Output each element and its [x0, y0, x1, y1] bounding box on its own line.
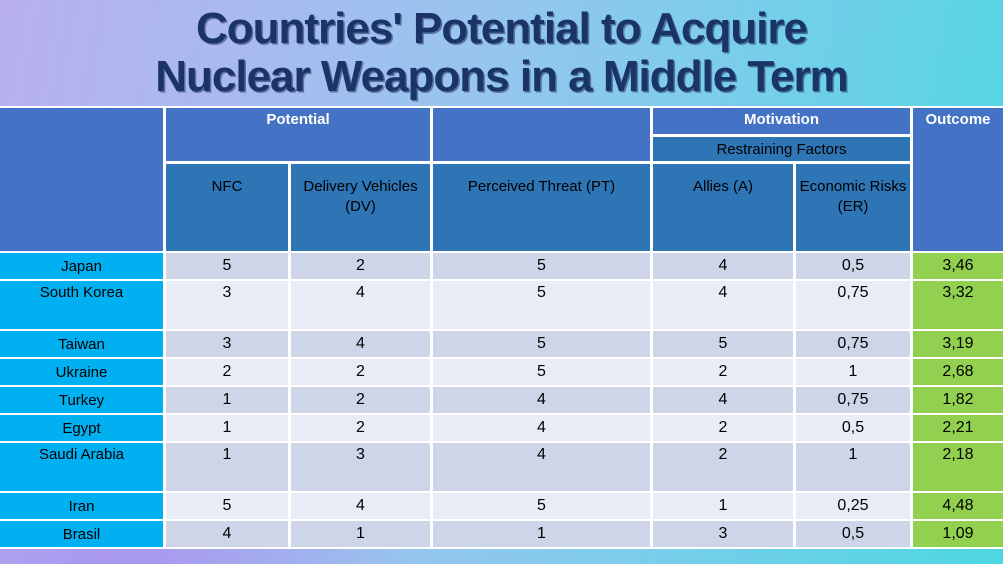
allies-value-cell: 2: [653, 415, 793, 441]
dv-value-cell: 2: [291, 253, 430, 279]
nfc-value-cell: 5: [166, 493, 288, 519]
dv-value-cell: 4: [291, 281, 430, 329]
country-cell: Saudi Arabia: [0, 443, 163, 491]
table-row: Ukraine 2 2 5 2 1 2,68: [0, 359, 1003, 385]
header-restraining-factors: Restraining Factors: [653, 137, 910, 161]
table-row: South Korea 3 4 5 4 0,75 3,32: [0, 281, 1003, 329]
table-row: Taiwan 3 4 5 5 0,75 3,19: [0, 331, 1003, 357]
country-cell: Egypt: [0, 415, 163, 441]
er-value-cell: 0,5: [796, 415, 910, 441]
outcome-cell: 1,82: [913, 387, 1003, 413]
outcome-cell: 3,32: [913, 281, 1003, 329]
country-cell: Brasil: [0, 521, 163, 547]
nfc-value-cell: 1: [166, 415, 288, 441]
allies-value-cell: 2: [653, 359, 793, 385]
table-row: Egypt 1 2 4 2 0,5 2,21: [0, 415, 1003, 441]
header-outcome: Outcome: [913, 108, 1003, 251]
allies-value-cell: 4: [653, 281, 793, 329]
slide-title: Countries' Potential to Acquire Nuclear …: [0, 0, 1003, 106]
countries-table: Potential Motivation Restraining Factors…: [0, 106, 1003, 549]
table-row: Iran 5 4 5 1 0,25 4,48: [0, 493, 1003, 519]
header-nfc: NFC: [166, 164, 288, 251]
country-cell: Iran: [0, 493, 163, 519]
pt-value-cell: 4: [433, 415, 650, 441]
slide-title-line-1: Countries' Potential to Acquire: [196, 4, 808, 53]
pt-value-cell: 5: [433, 281, 650, 329]
dv-value-cell: 3: [291, 443, 430, 491]
nfc-value-cell: 3: [166, 331, 288, 357]
outcome-cell: 2,18: [913, 443, 1003, 491]
er-value-cell: 0,75: [796, 331, 910, 357]
outcome-cell: 2,21: [913, 415, 1003, 441]
pt-value-cell: 5: [433, 359, 650, 385]
allies-value-cell: 4: [653, 253, 793, 279]
er-value-cell: 1: [796, 443, 910, 491]
allies-value-cell: 4: [653, 387, 793, 413]
pt-value-cell: 5: [433, 493, 650, 519]
nfc-value-cell: 1: [166, 443, 288, 491]
pt-value-cell: 5: [433, 253, 650, 279]
table-body: Japan 5 2 5 4 0,5 3,46 South Korea 3 4 5 4 0,75 3,32 T…: [0, 253, 1003, 547]
header-motivation: Motivation: [653, 108, 910, 134]
allies-value-cell: 2: [653, 443, 793, 491]
nfc-value-cell: 4: [166, 521, 288, 547]
dv-value-cell: 1: [291, 521, 430, 547]
nfc-value-cell: 5: [166, 253, 288, 279]
pt-value-cell: 5: [433, 331, 650, 357]
er-value-cell: 0,75: [796, 281, 910, 329]
dv-value-cell: 2: [291, 415, 430, 441]
table-row: Japan 5 2 5 4 0,5 3,46: [0, 253, 1003, 279]
country-cell: Ukraine: [0, 359, 163, 385]
er-value-cell: 0,5: [796, 521, 910, 547]
outcome-cell: 4,48: [913, 493, 1003, 519]
table-row: Turkey 1 2 4 4 0,75 1,82: [0, 387, 1003, 413]
table-row: Brasil 4 1 1 3 0,5 1,09: [0, 521, 1003, 547]
dv-value-cell: 2: [291, 387, 430, 413]
er-value-cell: 0,5: [796, 253, 910, 279]
allies-value-cell: 1: [653, 493, 793, 519]
country-cell: Japan: [0, 253, 163, 279]
nfc-value-cell: 2: [166, 359, 288, 385]
country-cell: South Korea: [0, 281, 163, 329]
er-value-cell: 0,75: [796, 387, 910, 413]
nfc-value-cell: 3: [166, 281, 288, 329]
header-allies: Allies (A): [653, 164, 793, 251]
dv-value-cell: 4: [291, 493, 430, 519]
country-cell: Taiwan: [0, 331, 163, 357]
country-cell: Turkey: [0, 387, 163, 413]
slide-title-line-2: Nuclear Weapons in a Middle Term: [155, 52, 849, 101]
dv-value-cell: 2: [291, 359, 430, 385]
dv-value-cell: 4: [291, 331, 430, 357]
nfc-value-cell: 1: [166, 387, 288, 413]
header-perceived-threat: Perceived Threat (PT): [433, 164, 650, 251]
header-perceived-threat-blank: [433, 108, 650, 161]
header-potential: Potential: [166, 108, 430, 161]
pt-value-cell: 4: [433, 387, 650, 413]
allies-value-cell: 5: [653, 331, 793, 357]
er-value-cell: 0,25: [796, 493, 910, 519]
outcome-cell: 3,46: [913, 253, 1003, 279]
header-delivery-vehicles: Delivery Vehicles (DV): [291, 164, 430, 251]
outcome-cell: 3,19: [913, 331, 1003, 357]
pt-value-cell: 4: [433, 443, 650, 491]
header-economic-risks: Economic Risks (ER): [796, 164, 910, 251]
header-country-blank: [0, 108, 163, 251]
outcome-cell: 1,09: [913, 521, 1003, 547]
pt-value-cell: 1: [433, 521, 650, 547]
allies-value-cell: 3: [653, 521, 793, 547]
table-row: Saudi Arabia 1 3 4 2 1 2,18: [0, 443, 1003, 491]
outcome-cell: 2,68: [913, 359, 1003, 385]
er-value-cell: 1: [796, 359, 910, 385]
table-header: Potential Motivation Restraining Factors…: [0, 108, 1003, 251]
